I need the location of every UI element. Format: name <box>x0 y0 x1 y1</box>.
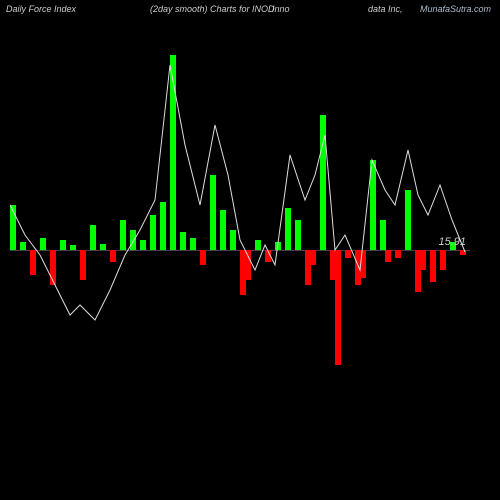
title-mid: (2day smooth) Charts for INOD <box>150 4 275 14</box>
price-label: 15.91 <box>438 236 466 248</box>
price-line <box>10 20 470 480</box>
title-left: Daily Force Index <box>6 4 76 14</box>
title-inno: Inno <box>272 4 290 14</box>
chart-area: 15.91 <box>10 20 470 480</box>
price-polyline <box>10 65 465 320</box>
title-munafa: MunafaSutra.com <box>420 4 491 14</box>
title-data: data Inc, <box>368 4 403 14</box>
